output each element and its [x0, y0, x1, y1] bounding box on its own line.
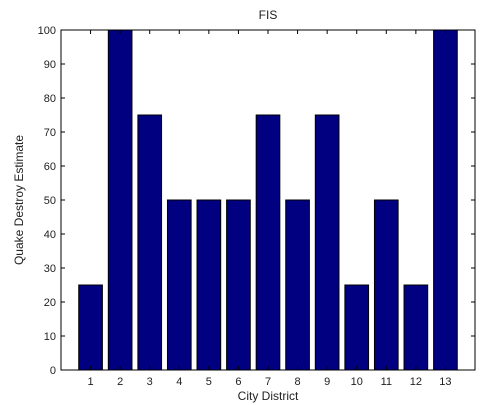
y-axis-ticks: 0 10 20 30 40 50 60 70 80 90 100	[38, 25, 475, 377]
x-tick-label: 13	[439, 376, 451, 388]
x-tick-label: 2	[117, 376, 123, 388]
x-tick-label: 5	[206, 376, 212, 388]
bar-district-12	[403, 284, 429, 371]
x-tick-label: 12	[410, 376, 422, 388]
y-tick-label: 70	[44, 127, 56, 139]
bar-district-11	[373, 199, 399, 371]
x-tick-label: 8	[295, 376, 301, 388]
bar-district-10	[344, 284, 370, 371]
bar-district-1	[78, 284, 103, 371]
y-axis-title: Quake Destroy Estimate	[12, 135, 26, 265]
bar-district-6	[226, 199, 251, 371]
y-tick-label: 100	[38, 25, 56, 37]
x-tick-label: 10	[351, 376, 363, 388]
bar-district-9	[314, 114, 340, 371]
x-tick-label: 4	[176, 376, 182, 388]
bars-layer	[78, 29, 458, 371]
bar-district-8	[285, 199, 310, 371]
y-tick-label: 0	[50, 365, 56, 377]
y-tick-label: 20	[44, 297, 56, 309]
bar-district-2	[107, 29, 133, 371]
y-tick-label: 50	[44, 195, 56, 207]
y-tick-label: 90	[44, 59, 56, 71]
y-tick-label: 30	[44, 263, 56, 275]
x-tick-label: 11	[381, 376, 392, 388]
bar-district-13	[433, 29, 458, 371]
x-axis-ticks: 1 2 3 4 5 6 7 8 9 10 11 12 13	[88, 30, 452, 388]
x-tick-label: 7	[265, 376, 271, 388]
bar-district-3	[137, 114, 163, 371]
y-tick-label: 80	[44, 93, 56, 105]
y-tick-label: 60	[44, 161, 56, 173]
y-tick-label: 40	[44, 229, 56, 241]
bar-district-7	[255, 114, 281, 371]
x-tick-label: 3	[147, 376, 153, 388]
y-tick-label: 10	[44, 331, 56, 343]
bar-district-4	[166, 199, 192, 371]
x-tick-label: 6	[235, 376, 241, 388]
x-axis-title: City District	[238, 389, 299, 403]
x-tick-label: 1	[88, 376, 94, 388]
x-tick-label: 9	[324, 376, 330, 388]
chart-title: FIS	[259, 8, 278, 22]
bar-district-5	[196, 199, 222, 371]
